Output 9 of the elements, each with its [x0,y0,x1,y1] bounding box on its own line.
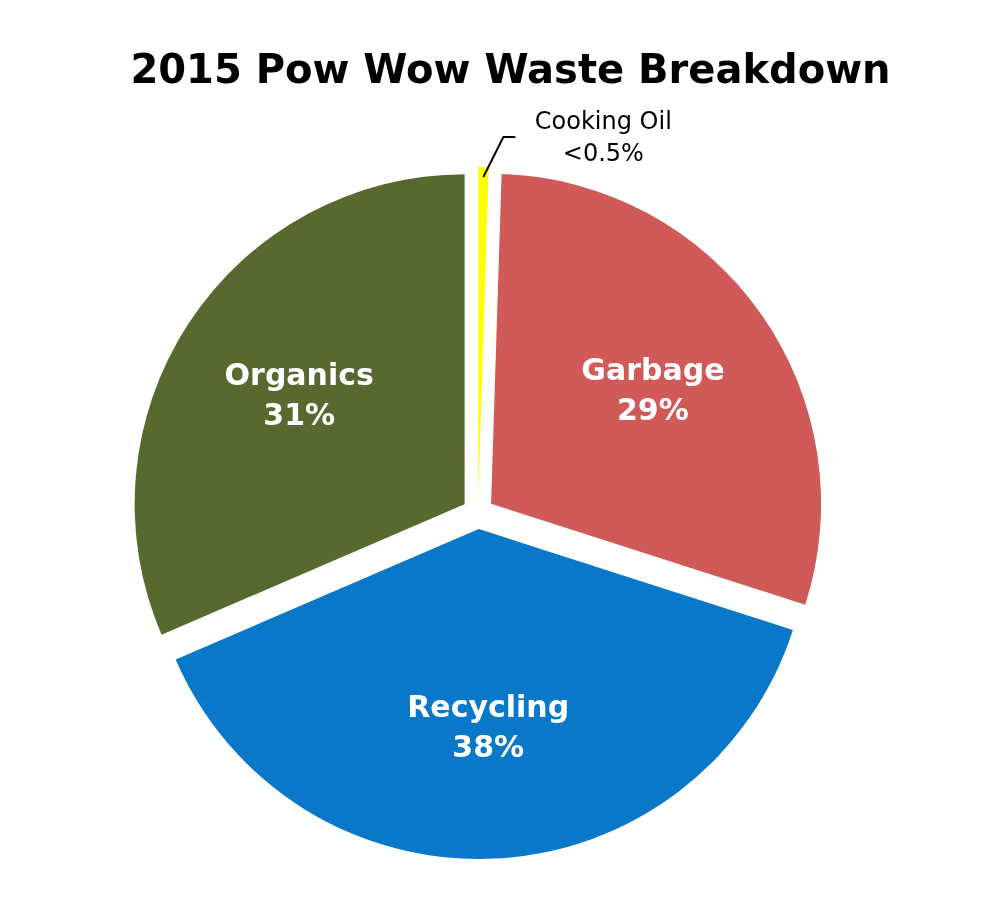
slice-label: Cooking Oil [534,107,672,136]
slice-label: Organics [224,357,374,393]
chart-title: 2015 Pow Wow Waste Breakdown [130,46,891,92]
data-label: 29% [617,391,689,427]
data-label: <0.5% [562,139,644,168]
data-label: 31% [263,397,336,433]
slice-label: Recycling [407,688,570,724]
data-label: 38% [452,728,525,764]
slice-label: Garbage [581,351,725,387]
